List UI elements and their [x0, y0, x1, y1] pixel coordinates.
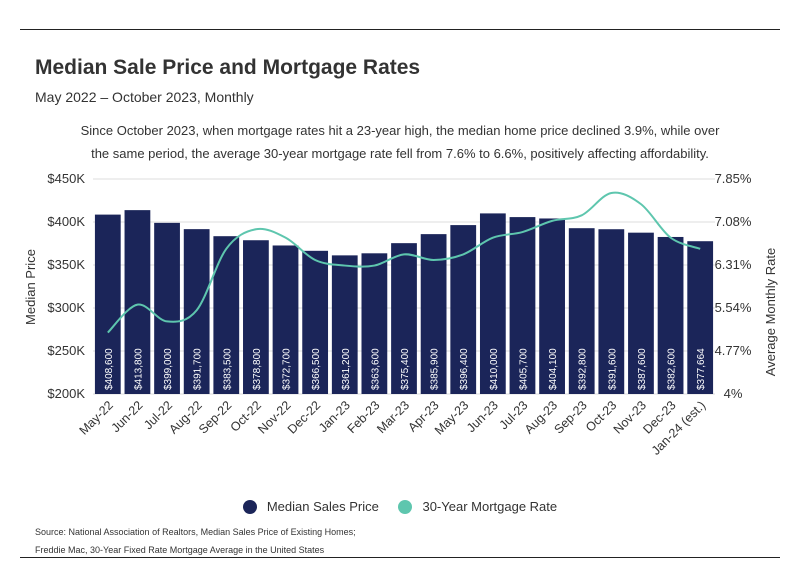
y-axis-title-left: Median Price: [23, 249, 38, 325]
bar-value-label: $366,500: [311, 348, 322, 390]
bar-value-label: $372,700: [282, 348, 293, 390]
bar-value-label: $396,400: [459, 348, 470, 390]
chart-subtitle: May 2022 – October 2023, Monthly: [35, 89, 254, 105]
bar: [628, 232, 654, 394]
bar-value-label: $410,000: [489, 348, 500, 390]
bar-value-label: $392,800: [578, 348, 589, 390]
x-tick-label: May-23: [432, 398, 471, 437]
bar: [687, 241, 714, 394]
bar: [598, 229, 625, 394]
bar: [213, 236, 240, 394]
legend-item-bars: Median Sales Price: [242, 499, 379, 514]
bar-value-label: $404,100: [548, 348, 559, 390]
bottom-rule: [20, 557, 780, 558]
top-rule: [20, 29, 780, 30]
chart-description: Since October 2023, when mortgage rates …: [80, 123, 720, 161]
x-tick-label: Jun-22: [109, 398, 146, 435]
y-tick-right: 4%: [724, 386, 743, 401]
bar: [361, 253, 388, 394]
chart-title: Median Sale Price and Mortgage Rates: [35, 56, 421, 79]
y-tick-left: $350K: [47, 257, 85, 272]
x-tick-label: Dec-22: [285, 398, 323, 436]
x-tick-label: Sep-23: [551, 398, 589, 436]
bar-value-label: $391,600: [607, 348, 618, 390]
x-tick-label: Jun-23: [464, 398, 501, 435]
bar-value-label: $405,700: [518, 348, 529, 390]
bar: [509, 217, 536, 394]
bar-value-label: $377,664: [696, 348, 707, 390]
legend-label-bar: Median Sales Price: [266, 499, 379, 514]
bar-value-label: $408,600: [104, 348, 115, 390]
x-tick-label: Mar-23: [374, 398, 412, 436]
bar: [657, 236, 684, 394]
source-line-2: Freddie Mac, 30-Year Fixed Rate Mortgage…: [35, 545, 325, 555]
bar-value-label: $385,900: [430, 348, 441, 390]
legend-swatch-bar: [242, 499, 257, 514]
bar: [450, 225, 477, 394]
y-tick-right: 6.31%: [715, 257, 752, 272]
bar: [479, 213, 506, 394]
bar-value-label: $378,800: [252, 348, 263, 390]
bar-value-label: $391,700: [193, 348, 204, 390]
x-tick-label: Feb-23: [345, 398, 383, 436]
x-tick-label: May-22: [77, 398, 116, 437]
bar: [272, 245, 299, 394]
bar: [302, 250, 329, 394]
y-tick-left: $450K: [47, 171, 85, 186]
bar-value-label: $383,500: [222, 348, 233, 390]
y-tick-right: 4.77%: [715, 343, 752, 358]
bar: [94, 214, 121, 394]
bar: [243, 240, 269, 394]
bar-value-label: $399,000: [163, 348, 174, 390]
y-tick-left: $200K: [47, 386, 85, 401]
y-tick-left: $250K: [47, 343, 85, 358]
legend-swatch-line: [398, 499, 413, 514]
bar: [539, 218, 565, 394]
y-axis-title-right: Average Monthly Rate: [763, 248, 778, 376]
rate-line: [107, 191, 701, 334]
bar: [124, 210, 151, 394]
bar: [154, 222, 180, 394]
legend-label-line: 30-Year Mortgage Rate: [422, 499, 558, 514]
y-tick-right: 7.85%: [715, 171, 752, 186]
bar-value-label: $375,400: [400, 348, 411, 390]
bar: [391, 243, 417, 394]
y-tick-left: $300K: [47, 300, 85, 315]
y-tick-left: $400K: [47, 214, 85, 229]
bar-value-label: $361,200: [341, 348, 352, 390]
legend: Median Sales Price 30-Year Mortgage Rate: [0, 499, 800, 517]
y-tick-right: 5.54%: [715, 300, 752, 315]
legend-item-line: 30-Year Mortgage Rate: [398, 499, 557, 514]
source-line-1: Source: National Association of Realtors…: [35, 527, 356, 537]
x-tick-label: Sep-22: [196, 398, 234, 436]
bar-value-label: $387,600: [637, 348, 648, 390]
y-tick-right: 7.08%: [715, 214, 752, 229]
bar: [331, 255, 358, 394]
bar-value-label: $413,800: [133, 348, 144, 390]
bar-value-label: $363,600: [370, 348, 381, 390]
bar: [568, 228, 595, 394]
bar-value-label: $382,600: [667, 348, 678, 390]
